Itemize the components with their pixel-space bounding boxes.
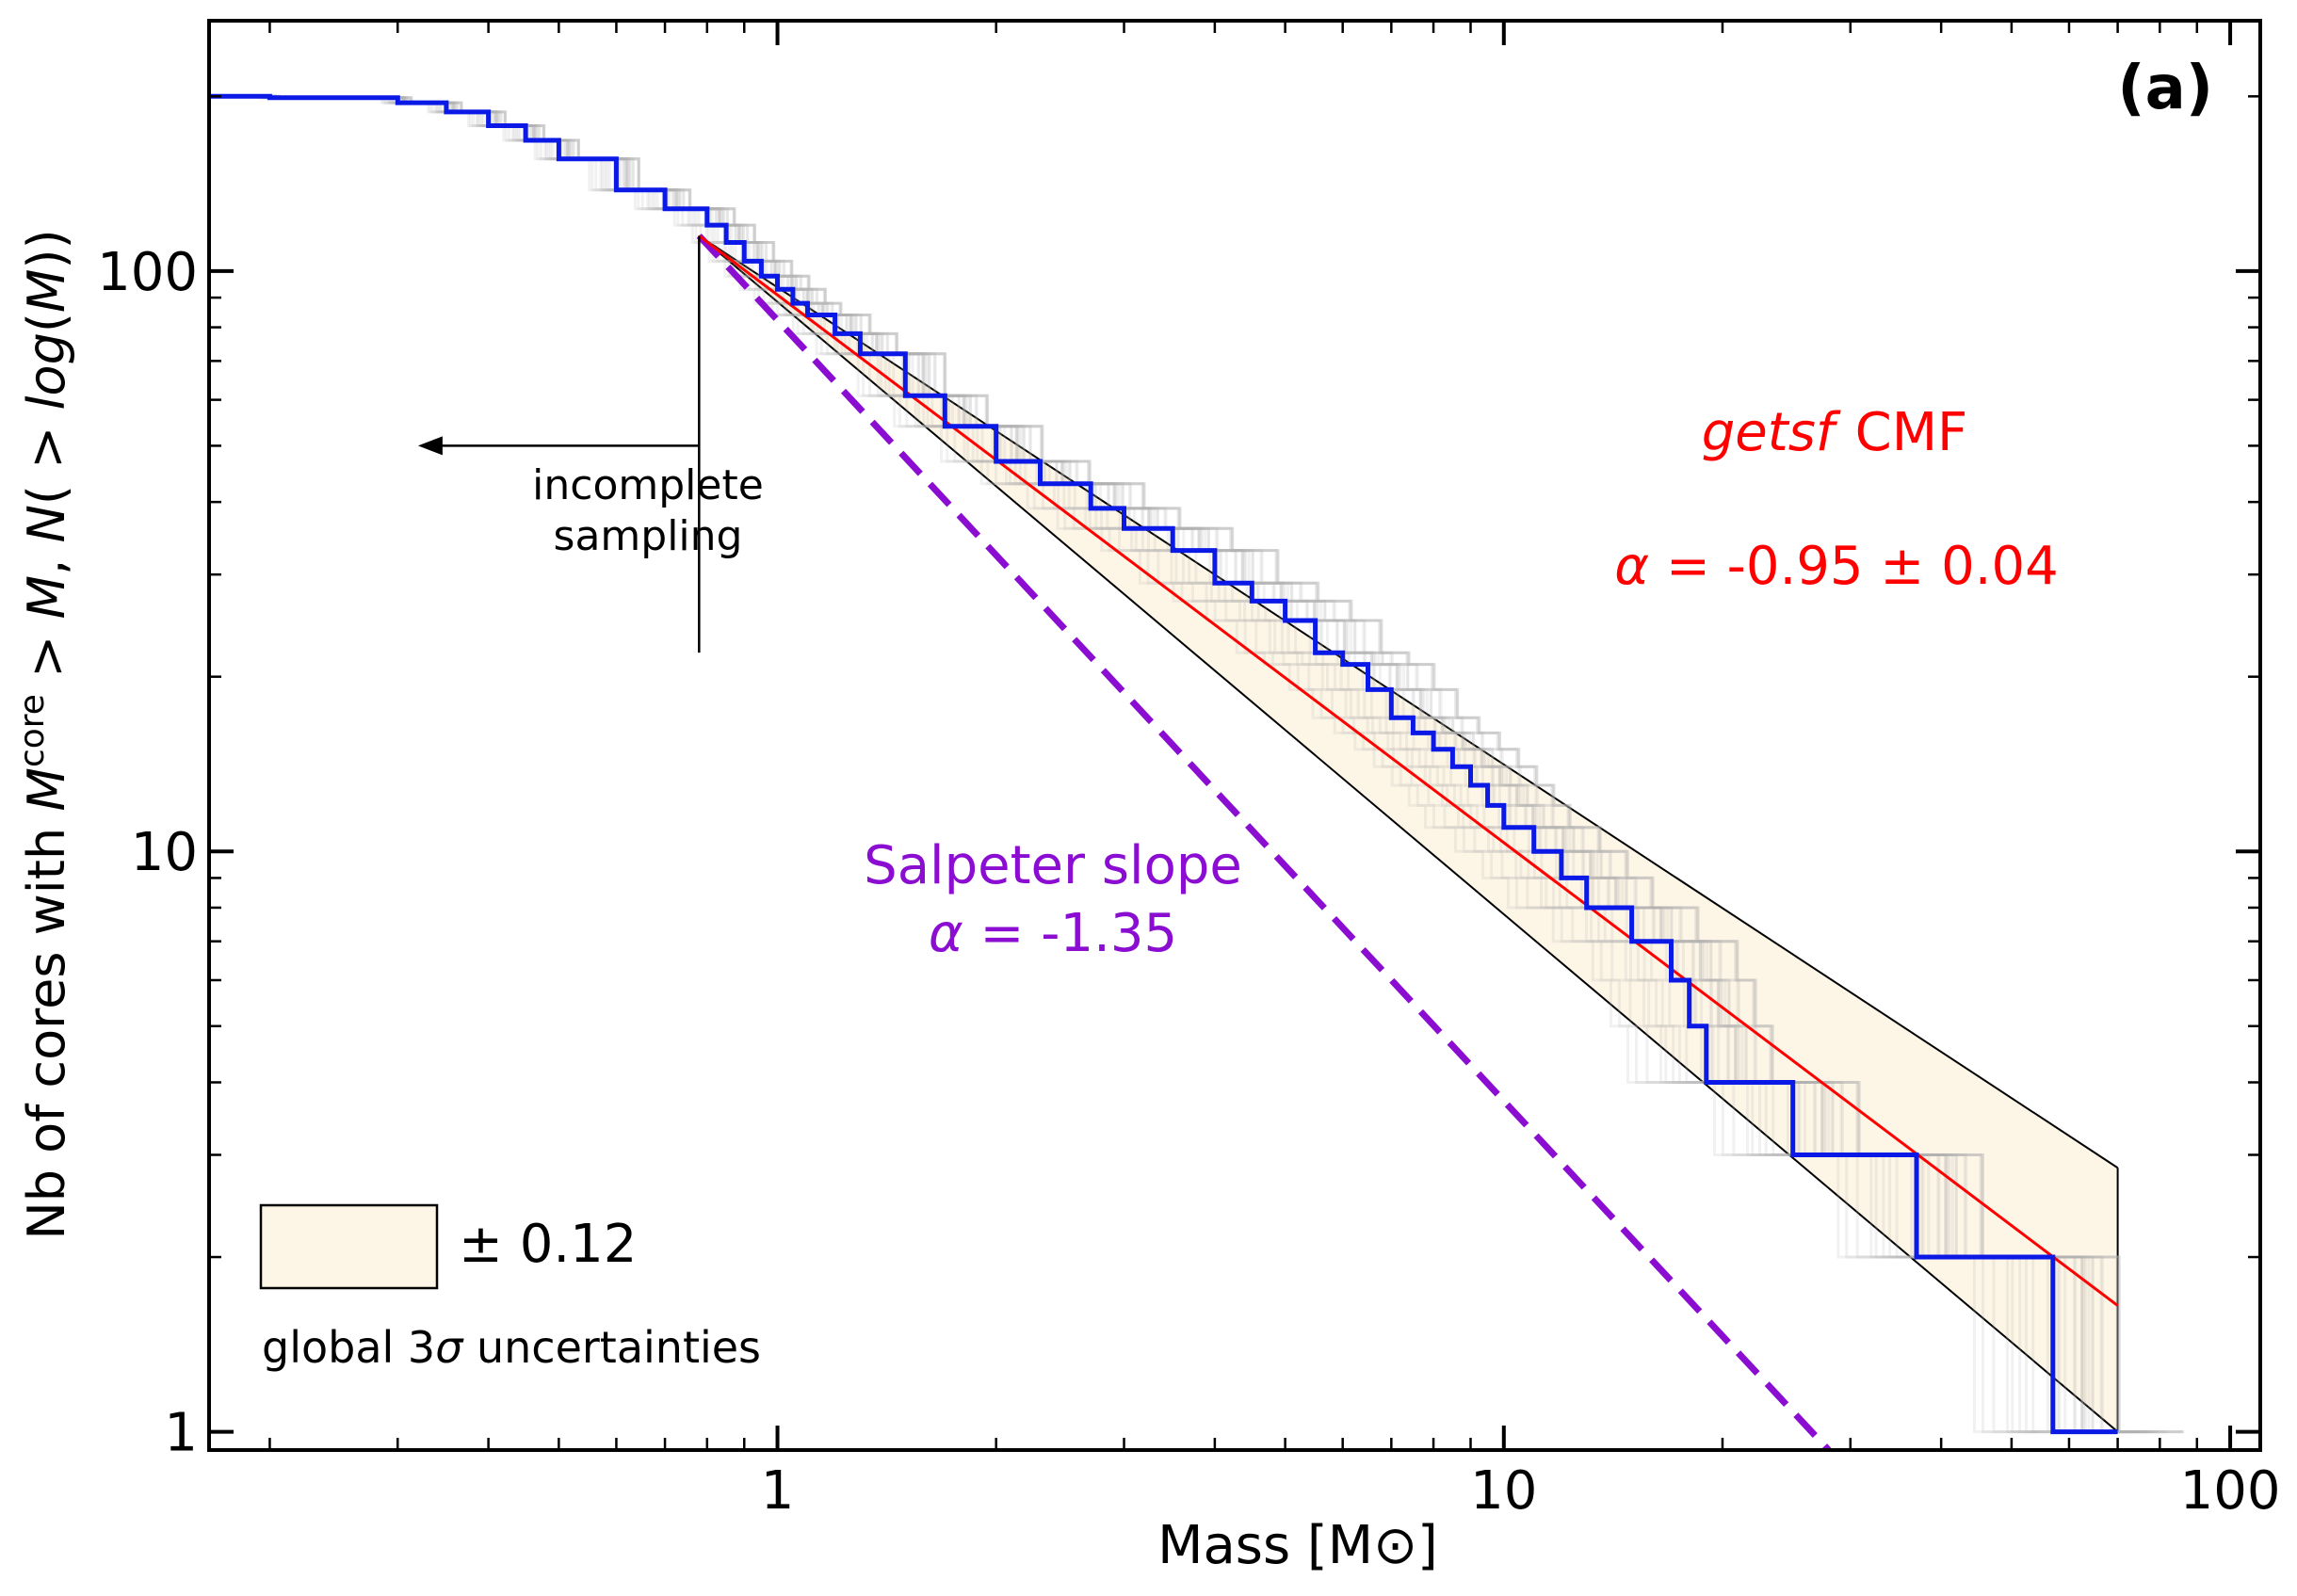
bootstrap-curve (209, 94, 2154, 1434)
alpha-fit-symbol: α (1614, 536, 1649, 597)
y-label-part-9: ( (17, 313, 76, 332)
band-lower-edge (698, 234, 2119, 1433)
y-label-part-11: )) (17, 229, 76, 268)
panel-label: (a) (2117, 54, 2213, 123)
y-label-part-10: M (17, 268, 76, 313)
legend-caption-sigma: σ (435, 1322, 464, 1373)
bootstrap-curve (209, 94, 2149, 1434)
bootstrap-curve (209, 94, 2158, 1434)
y-tick-label: 100 (97, 242, 198, 303)
x-tick-label: 1 (761, 1460, 795, 1522)
bootstrap-curve (209, 94, 2140, 1434)
y-axis-label: Nb of cores with Mcore > M, N( > log(M)) (13, 229, 76, 1239)
bootstrap-curve (209, 94, 2184, 1434)
plot-frame (207, 19, 2262, 1452)
series-layer (209, 93, 2119, 1450)
bootstrap-curve (209, 94, 2183, 1434)
legend-band-swatch (259, 1203, 439, 1290)
bootstrap-curve (209, 94, 2059, 1434)
bootstrap-curve (209, 94, 2078, 1434)
bootstrap-curve (209, 94, 2141, 1434)
bootstrap-curve (209, 94, 2184, 1434)
uncertainty-band-layer (698, 234, 2119, 1433)
cmf-suffix: CMF (1855, 402, 1968, 463)
y-label-part-1: M (17, 767, 76, 812)
completeness-annotation-layer (417, 235, 701, 653)
y-label-part-6: N (17, 505, 76, 542)
legend-band-label: ± 0.12 (459, 1214, 637, 1275)
y-label-part-5: , (17, 543, 76, 575)
x-tick-label: 100 (2180, 1460, 2281, 1522)
bootstrap-curve (209, 94, 2092, 1434)
legend-caption: global 3σ uncertainties (262, 1322, 761, 1373)
bootstrap-curve (209, 94, 2159, 1434)
bootstrap-curve (209, 94, 2130, 1434)
legend-caption-pre: global 3 (262, 1322, 435, 1373)
bootstrap-curves-layer (209, 94, 2185, 1434)
y-tick-label: 10 (131, 822, 198, 883)
cmf-label: getsf CMF (1702, 402, 1968, 463)
x-axis-label: Mass [M⊙] (1157, 1515, 1438, 1576)
incomplete-label-line1: incomplete (532, 461, 764, 509)
alpha-fit-label: α = -0.95 ± 0.04 (1614, 536, 2059, 597)
salpeter-label-line1: Salpeter slope (864, 835, 1242, 896)
bootstrap-curve (209, 94, 2085, 1434)
salpeter-alpha-symbol: α (929, 903, 963, 964)
salpeter-label-line2: α = -1.35 (929, 903, 1177, 964)
band-upper-edge (698, 234, 2119, 1169)
incomplete-label-line2: sampling (554, 512, 743, 560)
alpha-fit-value: = -0.95 ± 0.04 (1649, 536, 2059, 597)
bootstrap-curve (209, 94, 2098, 1434)
x-tick-label: 10 (1470, 1460, 1537, 1522)
bootstrap-curve (209, 94, 2073, 1434)
salpeter-slope-line (696, 234, 1832, 1450)
incomplete-arrow-head (417, 436, 443, 456)
cmf-name: getsf (1702, 402, 1841, 463)
cmf-step-curve (209, 93, 2118, 1435)
y-label-part-8: log (17, 332, 76, 410)
salpeter-alpha-value: = -1.35 (963, 903, 1177, 964)
legend-caption-post: uncertainties (462, 1322, 761, 1373)
y-label-part-7: ( > (17, 410, 76, 505)
cmf-fit-line (698, 234, 2119, 1307)
bootstrap-curve (209, 94, 2166, 1434)
bootstrap-curve (209, 94, 2185, 1434)
y-tick-label: 1 (164, 1403, 198, 1464)
bootstrap-curve (209, 94, 2048, 1434)
bootstrap-curve (209, 94, 2125, 1434)
bootstrap-curve (209, 94, 2147, 1434)
y-label-part-3: > (17, 619, 76, 694)
axis-ticks: 1 10 100 1 10 100 (97, 21, 2281, 1522)
y-label-part-2: core (13, 694, 52, 767)
bootstrap-curve (209, 94, 2147, 1434)
bootstrap-curve (209, 94, 2151, 1434)
y-label-part-4: M (17, 575, 76, 620)
bootstrap-curve (209, 94, 2182, 1434)
bootstrap-curve (209, 94, 2168, 1434)
y-label-part-0: Nb of cores with (17, 812, 76, 1240)
bootstrap-curve (209, 94, 2147, 1434)
